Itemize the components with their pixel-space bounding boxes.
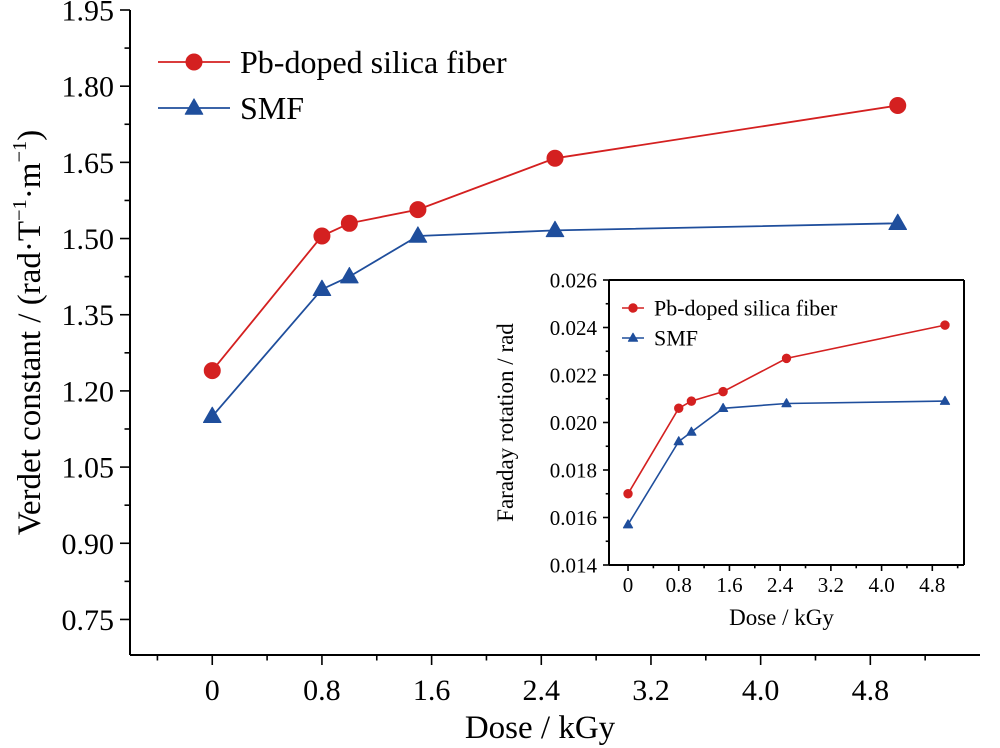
inset-data-point [781, 353, 792, 364]
inset-data-point [940, 320, 950, 330]
inset-legend-entry: Pb-doped silica fiber [622, 296, 838, 321]
inset-y-tick-label: 0.026 [550, 268, 597, 292]
y-tick-label: 1.50 [62, 223, 115, 256]
x-tick-label: 4.0 [742, 674, 780, 707]
data-point [202, 406, 222, 424]
y-axis-title-part: −1 [9, 199, 31, 221]
legend-label: Pb-doped silica fiber [240, 44, 507, 80]
x-tick-label: 0.8 [303, 674, 341, 707]
inset-data-point [717, 402, 729, 413]
inset-x-tick-label: 3.2 [818, 573, 844, 597]
series-line [211, 104, 898, 372]
inset-data-point [622, 519, 634, 529]
inset-series-pb-doped [623, 320, 950, 499]
y-tick-label: 1.20 [62, 375, 115, 408]
inset-data-point [781, 398, 792, 408]
y-axis-title-part: ·m [12, 162, 48, 199]
data-point [340, 214, 358, 232]
data-point [409, 201, 427, 219]
inset-legend-marker [627, 332, 639, 342]
inset-x-axis-title: Dose / kGy [729, 605, 834, 630]
x-tick-label: 0 [205, 674, 220, 707]
inset-background [607, 272, 966, 562]
data-point [888, 213, 908, 231]
x-tick-label: 2.4 [523, 674, 561, 707]
series-pb-doped [203, 96, 907, 380]
data-point [546, 149, 564, 167]
inset-y-tick-label: 0.016 [550, 506, 597, 530]
inset-legend-label: Pb-doped silica fiber [654, 296, 838, 321]
data-point [340, 266, 359, 284]
inset-legend-label: SMF [654, 326, 698, 351]
inset-x-tick-label: 0 [623, 573, 634, 597]
legend-entry: Pb-doped silica fiber [158, 44, 507, 80]
legend-marker [184, 98, 204, 115]
inset-plot: 0 0.8 1.6 2.4 3.2 4.0 4.8 0.014 0.016 0.018 0.020 0… [493, 268, 966, 630]
inset-y-tick-label: 0.020 [550, 411, 597, 435]
inset-x-tick-label: 1.6 [716, 573, 742, 597]
y-axis-title-part: −1 [9, 141, 31, 163]
inset-x-tick-label: 4.0 [868, 573, 894, 597]
inset-data-point [673, 436, 684, 446]
data-point [889, 96, 907, 114]
y-tick-label: 0.75 [62, 604, 115, 637]
series-line [211, 222, 898, 417]
main-plot: 0 0.8 1.6 2.4 3.2 4.0 4.8 0.75 0.90 1.05 1.20 1.35 1… [9, 0, 980, 746]
y-axis-title-part: ) [12, 130, 48, 141]
inset-series-smf [622, 395, 951, 529]
data-point [312, 279, 332, 297]
data-point [408, 226, 428, 243]
inset-y-tick-label: 0.014 [550, 553, 598, 577]
y-axis-title-part: Verdet constant / (rad·T [12, 221, 48, 535]
x-tick-label: 3.2 [632, 674, 670, 707]
legend-marker [185, 53, 203, 71]
x-tick-label: 4.8 [852, 674, 890, 707]
inset-data-point [939, 395, 951, 405]
legend-entry: SMF [158, 90, 304, 126]
y-tick-label: 1.80 [62, 71, 115, 104]
x-tick-label: 1.6 [413, 674, 451, 707]
inset-x-tick-label: 0.8 [666, 573, 692, 597]
inset-x-tick-label: 4.8 [919, 573, 945, 597]
inset-series-line [627, 324, 946, 495]
inset-data-point [674, 403, 684, 413]
inset-data-point [686, 396, 697, 406]
inset-data-point [623, 489, 633, 499]
series-smf [202, 213, 908, 424]
inset-y-tick-label: 0.024 [550, 316, 598, 340]
y-tick-label: 1.05 [62, 452, 115, 485]
inset-legend-marker [628, 303, 638, 313]
y-tick-label: 1.65 [62, 147, 115, 180]
inset-data-point [718, 386, 728, 397]
legend-label: SMF [240, 90, 304, 126]
inset-series-line [627, 400, 946, 526]
y-tick-label: 0.90 [62, 528, 115, 561]
data-point [545, 220, 565, 238]
data-point [203, 362, 221, 380]
inset-y-axis-title: Faraday rotation / rad [493, 323, 518, 522]
y-tick-label: 1.95 [62, 0, 115, 28]
x-axis-title: Dose / kGy [465, 710, 616, 746]
data-point [313, 227, 331, 245]
y-axis-title: Verdet constant / (rad·T−1·m−1) [9, 130, 48, 536]
y-tick-label: 1.35 [62, 299, 115, 332]
inset-data-point [686, 426, 697, 436]
inset-x-tick-label: 2.4 [767, 573, 794, 597]
inset-legend-entry: SMF [622, 326, 698, 351]
inset-y-tick-label: 0.018 [550, 458, 597, 482]
inset-y-tick-label: 0.022 [550, 363, 597, 387]
